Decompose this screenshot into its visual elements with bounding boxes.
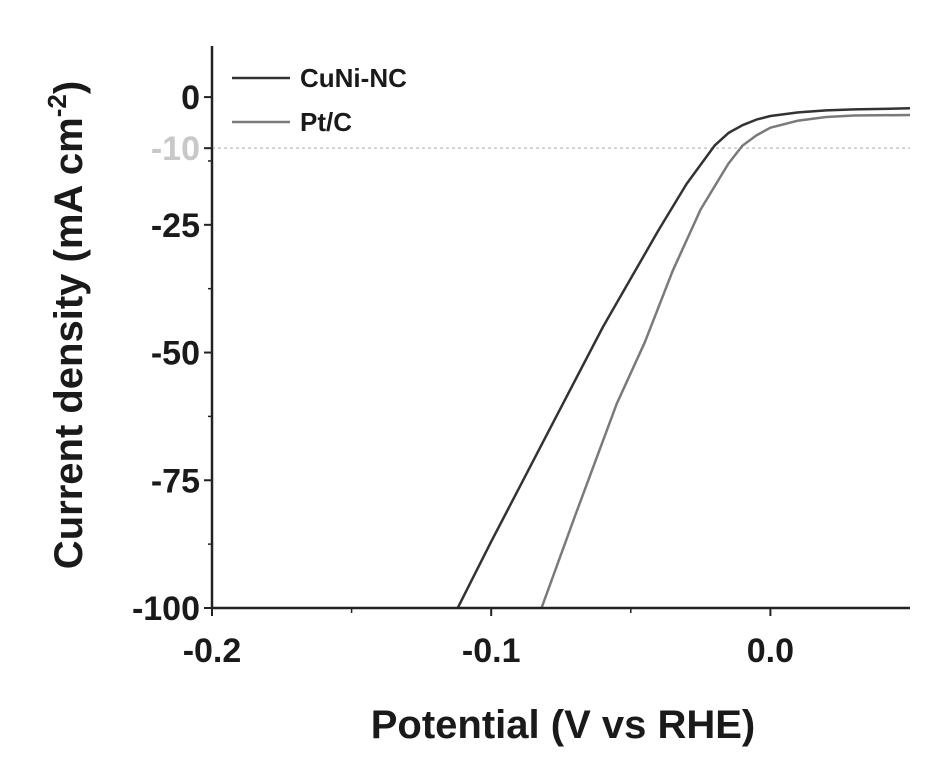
y-tick-label: -75	[151, 462, 200, 500]
y-axis-title-main: Current density (mA cm	[47, 117, 91, 569]
x-tick-label: -0.1	[462, 632, 521, 670]
y-axis-title-close: )	[47, 81, 91, 94]
legend-label-1: Pt/C	[300, 107, 352, 137]
x-axis-title: Potential (V vs RHE)	[371, 703, 756, 747]
plot-layer	[212, 107, 910, 608]
legend-label-0: CuNi-NC	[300, 63, 407, 93]
legend: CuNi-NC Pt/C	[232, 63, 407, 137]
y-axis-title-sup: -2	[42, 94, 72, 117]
axes-layer: 0 -10 -25 -50 -75 -100 -0.2 -0.1 0.0	[132, 46, 910, 670]
y-tick-label: 0	[181, 79, 200, 117]
y-tick-label: -50	[151, 335, 200, 373]
series-line-1	[540, 113, 910, 608]
x-tick-label: -0.2	[183, 632, 242, 670]
x-tick-label: 0.0	[747, 632, 794, 670]
series-group	[456, 107, 910, 608]
y-tick-label: -25	[151, 207, 200, 245]
y-tick-label: -100	[132, 590, 200, 628]
series-line-0	[456, 107, 910, 608]
y-tick-label: -10	[151, 130, 200, 168]
y-axis-title: Current density (mA cm-2)	[42, 81, 91, 569]
